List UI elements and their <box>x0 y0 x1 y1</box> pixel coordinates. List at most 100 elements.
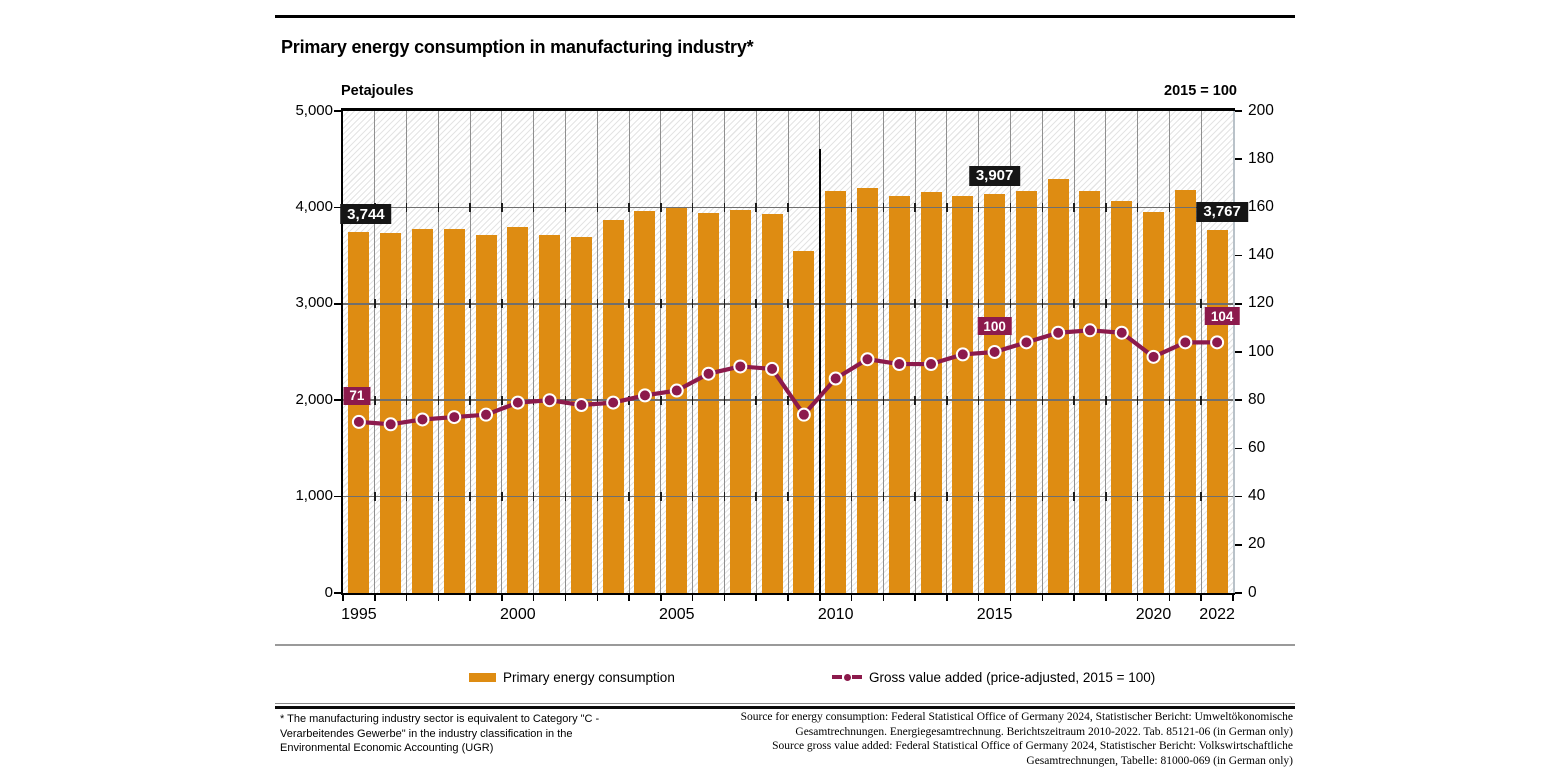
bar-2016 <box>1015 190 1037 593</box>
gridline-cross-tick <box>469 395 471 405</box>
x-axis-tick <box>723 595 726 601</box>
gridline-cross-tick <box>946 202 948 212</box>
gridline-cross-tick <box>1009 492 1012 502</box>
left-axis-label: 5,000 <box>295 101 333 119</box>
right-axis-label: 20 <box>1248 535 1266 553</box>
gridline-cross-tick <box>596 492 599 502</box>
gridline-cross-tick <box>787 395 789 405</box>
right-axis-tick <box>1235 544 1242 546</box>
left-axis-tick <box>334 110 341 112</box>
gridline-cross-tick <box>660 299 662 309</box>
gridline-cross-tick <box>723 492 726 502</box>
bar-2008 <box>761 213 783 593</box>
source-line: Gesamtrechnungen, Tabelle: 81000-069 (in… <box>1026 755 1293 768</box>
right-axis-tick <box>1235 303 1242 305</box>
gridline-cross-tick <box>405 299 408 309</box>
bar-2001 <box>539 234 561 593</box>
left-axis-label: 3,000 <box>295 294 333 312</box>
gridline-cross-tick <box>1041 202 1044 212</box>
left-axis-label: 4,000 <box>295 197 333 215</box>
gridline-cross-tick <box>977 299 980 309</box>
gridline-cross-tick <box>914 299 916 309</box>
right-axis-label: 0 <box>1248 583 1257 601</box>
x-axis-tick <box>1168 595 1171 601</box>
x-axis-tick <box>914 595 916 601</box>
x-axis-label-2000: 2000 <box>500 606 536 623</box>
x-axis-tick <box>755 595 757 601</box>
gridline-cross-tick <box>501 202 503 212</box>
year-gridline <box>628 111 630 593</box>
plot-top-border <box>341 108 1235 111</box>
gridline-cross-tick <box>469 299 471 309</box>
gridline-cross-tick <box>1105 202 1107 212</box>
gridline-cross-tick <box>1073 202 1075 212</box>
gridline-cross-tick <box>596 202 599 212</box>
gridline-cross-tick <box>977 395 980 405</box>
gridline-cross-tick <box>628 202 630 212</box>
gridline-cross-tick <box>374 299 376 309</box>
x-axis-tick <box>1105 595 1107 601</box>
x-axis-tick <box>946 595 948 601</box>
source-line: Source for energy consumption: Federal S… <box>740 711 1293 723</box>
gridline-cross-tick <box>882 492 885 502</box>
gridline-cross-tick <box>1200 492 1202 502</box>
x-axis-tick <box>374 595 376 601</box>
gridline-cross-tick <box>882 395 885 405</box>
year-gridline <box>851 111 853 593</box>
footnote-line: Verarbeitendes Gewerbe" in the industry … <box>280 727 573 740</box>
right-axis-tick <box>1235 592 1242 594</box>
gridline-cross-tick <box>532 299 535 309</box>
bar-1996 <box>380 233 402 593</box>
gridline-cross-tick <box>1168 202 1171 212</box>
year-gridline <box>692 111 694 593</box>
x-axis-tick <box>437 595 440 601</box>
x-axis-tick <box>819 595 821 601</box>
footnote-line: Environmental Economic Accounting (UGR) <box>280 742 494 755</box>
bar-2010 <box>825 191 847 593</box>
gridline-cross-tick <box>1041 299 1044 309</box>
gridline-cross-tick <box>977 202 980 212</box>
gridline-cross-tick <box>723 395 726 405</box>
gridline-cross-tick <box>1136 492 1139 502</box>
legend-label-energy: Primary energy consumption <box>503 669 675 685</box>
x-axis-tick <box>405 595 408 601</box>
x-axis-tick <box>1009 595 1012 601</box>
gridline-cross-tick <box>850 492 853 502</box>
x-axis-tick <box>532 595 535 601</box>
gridline-cross-tick <box>1168 395 1171 405</box>
gridline-cross-tick <box>977 492 980 502</box>
gridline-cross-tick <box>946 492 948 502</box>
gridline-cross-tick <box>755 299 757 309</box>
gva-point-2013 <box>924 357 939 372</box>
gridline-cross-tick <box>850 395 853 405</box>
year-gridline <box>882 111 884 593</box>
gridline-cross-tick <box>946 395 948 405</box>
footnote-line: * The manufacturing industry sector is e… <box>280 713 600 725</box>
gridline-cross-tick <box>437 492 440 502</box>
gva-point-2019 <box>1114 325 1129 340</box>
gridline-cross-tick <box>914 492 916 502</box>
gridline-cross-tick <box>691 492 694 502</box>
right-axis-title: 2015 = 100 <box>1164 83 1237 99</box>
gridline-cross-tick <box>596 299 599 309</box>
left-axis-tick <box>334 592 341 594</box>
gva-point-2018 <box>1082 323 1097 338</box>
line-value-label-1995: 71 <box>343 386 371 405</box>
gridline-cross-tick <box>501 395 503 405</box>
gva-point-2009 <box>796 407 811 422</box>
bar-value-label-1995: 3,744 <box>340 204 392 225</box>
gva-point-1997 <box>415 412 430 427</box>
gva-point-2007 <box>733 359 748 374</box>
gridline-cross-tick <box>628 299 630 309</box>
bar-value-label-2022: 3,767 <box>1196 201 1248 222</box>
gridline-cross-tick <box>946 299 948 309</box>
year-gridline <box>437 111 439 593</box>
gridline-cross-tick <box>1041 492 1044 502</box>
bar-2014 <box>952 195 974 593</box>
right-axis-label: 140 <box>1248 246 1274 264</box>
year-gridline <box>596 111 598 593</box>
bar-2012 <box>888 196 910 593</box>
gridline-cross-tick <box>564 395 567 405</box>
gva-point-2008 <box>765 361 780 376</box>
gridline-cross-tick <box>1136 395 1139 405</box>
